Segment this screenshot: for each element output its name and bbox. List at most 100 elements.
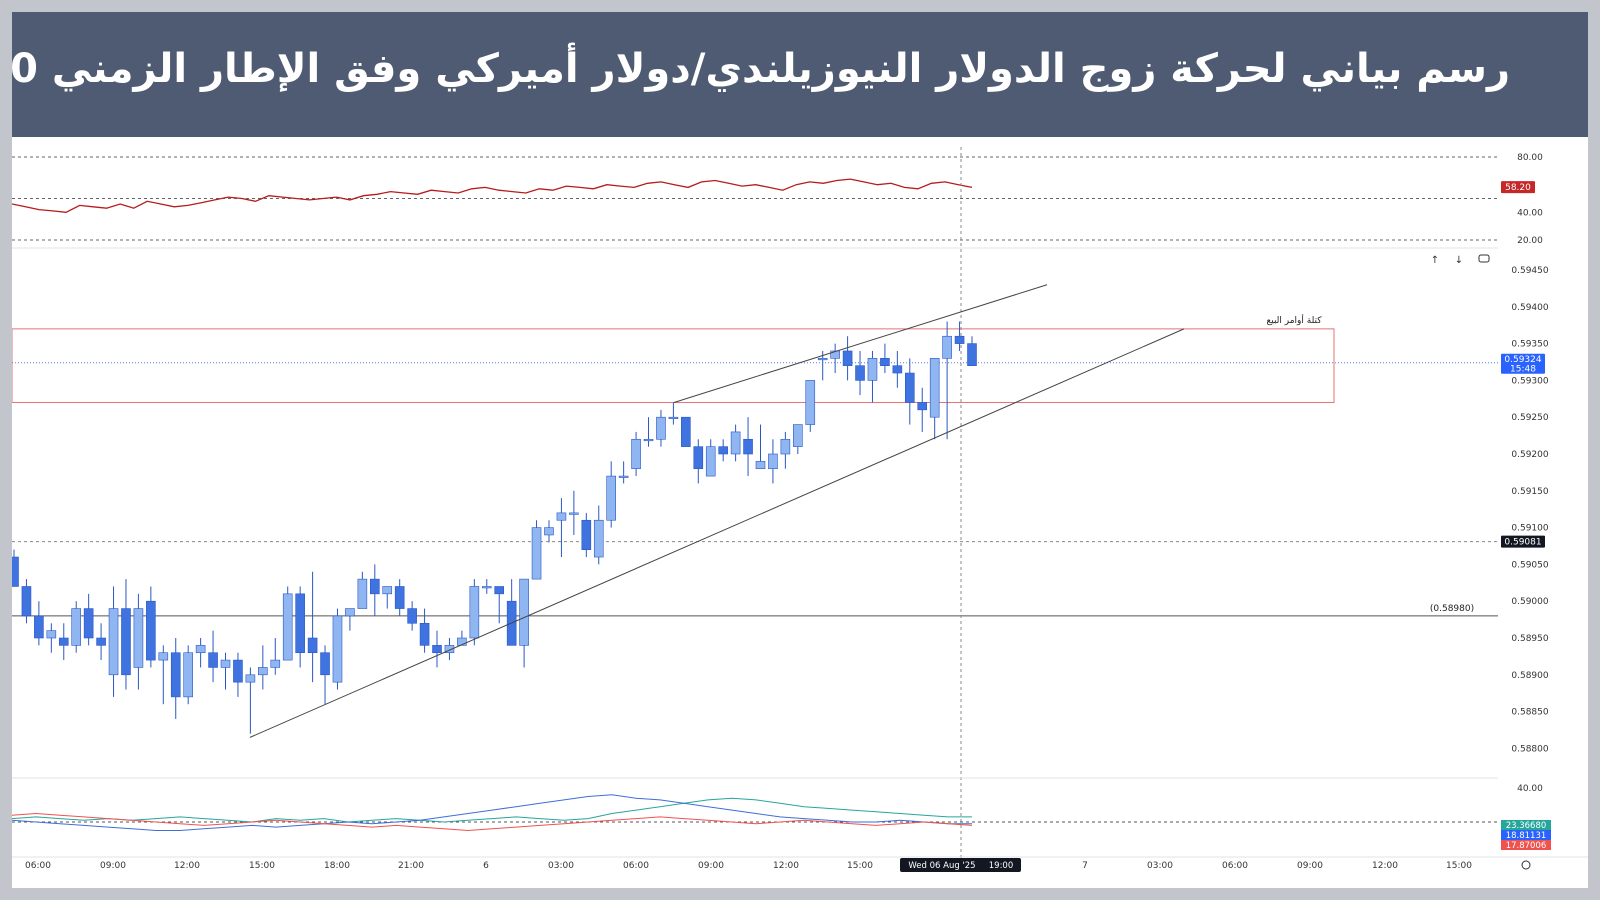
candle-body [382, 586, 393, 595]
candle-body [407, 608, 417, 624]
candle-body [817, 358, 828, 361]
candle-body [880, 358, 890, 366]
candle-body [681, 416, 691, 447]
time-tick-label: 15:00 [847, 861, 873, 871]
time-tick-label: 6 [483, 861, 489, 871]
time-tick-label: 09:00 [1297, 861, 1323, 871]
candle-body [183, 652, 193, 698]
candle-body [892, 365, 903, 374]
price-tick-label: 0.59250 [1511, 413, 1548, 423]
price-tick-label: 0.59450 [1511, 266, 1548, 276]
rsi-line [12, 178, 973, 213]
candle-body [258, 667, 268, 676]
title-bar: رسم بياني لحركة زوج الدولار النيوزيلندي/… [12, 12, 1588, 137]
candle-body [618, 475, 629, 478]
time-tick-label: 21:00 [398, 861, 424, 871]
dmi-tick-label: 40.00 [1517, 784, 1543, 794]
dmi-current-badge [1501, 830, 1551, 840]
dmi-current-label: 23.36680 [1506, 821, 1547, 831]
chart-canvas: 80.00 40.00 20.00 58.20 0.59450 0.59400 0.5935… [12, 147, 1588, 872]
candle-body [233, 659, 243, 683]
dmi-current-label: 18.81131 [1506, 831, 1547, 841]
candle-body [830, 350, 840, 359]
candle-body [419, 622, 430, 646]
time-tick-label: 12:00 [1372, 861, 1398, 871]
ascending-trendline-upper [673, 284, 1048, 403]
dmi-series-line [12, 797, 972, 823]
candle-body [544, 527, 554, 536]
candle-body [494, 586, 505, 595]
chart-frame: 80.00 40.00 20.00 58.20 0.59450 0.59400 0.5935… [12, 12, 1588, 888]
candle-body [917, 402, 928, 411]
candle-body [631, 438, 641, 470]
candle-body [531, 527, 542, 580]
candle-body [768, 453, 778, 470]
time-tick-label: 12:00 [174, 861, 200, 871]
candle-body [967, 343, 977, 366]
candle-body [954, 335, 965, 344]
candle-body [220, 659, 231, 668]
candle-body [12, 556, 19, 587]
crosshair-price-badge [1501, 535, 1545, 548]
candle-body [444, 645, 455, 654]
candle-body [481, 586, 492, 589]
rsi-tick-label: 20.00 [1517, 236, 1543, 246]
candle-body [320, 652, 330, 676]
candle-body [295, 593, 305, 654]
rsi-tick-label: 40.00 [1517, 208, 1543, 218]
ascending-trendline-lower [249, 328, 1185, 738]
time-tick-label: 03:00 [548, 861, 574, 871]
page-title: رسم بياني لحركة زوج الدولار النيوزيلندي/… [12, 46, 1510, 92]
candle-body [718, 446, 728, 455]
price-tick-label: 0.59350 [1511, 340, 1548, 350]
arrow-down-icon: ↓ [1455, 255, 1463, 266]
candle-body [96, 637, 106, 646]
time-tick-label: 15:00 [249, 861, 275, 871]
dmi-current-label: 17.87006 [1506, 841, 1547, 851]
candle-body [245, 674, 256, 683]
candle-body [929, 358, 940, 418]
price-tick-label: 0.59150 [1511, 487, 1548, 497]
candle-body [158, 652, 169, 661]
time-tick-label: 09:00 [100, 861, 126, 871]
price-tick-label: 0.59200 [1511, 450, 1548, 460]
candle-body [170, 652, 181, 698]
countdown-label: 15:48 [1510, 365, 1536, 375]
candle-body [606, 475, 616, 521]
candle-body [855, 365, 865, 381]
rsi-tick-label: 80.00 [1517, 153, 1543, 163]
eye-icon [1521, 860, 1531, 870]
candle-body [370, 578, 380, 595]
candle-body [46, 630, 57, 639]
candle-body [345, 608, 355, 617]
candle-body [656, 416, 666, 440]
arrow-up-icon: ↑ [1431, 255, 1439, 266]
time-tick-label: 7 [1082, 861, 1088, 871]
candle-body [693, 446, 704, 470]
candle-body [593, 519, 604, 558]
candle-body [108, 608, 119, 676]
candle-body [668, 416, 679, 420]
time-tick-label: 18:00 [324, 861, 350, 871]
rsi-current-badge [1501, 181, 1535, 194]
time-crosshair-label: Wed 06 Aug '25 [908, 861, 975, 871]
candle-body [270, 659, 281, 668]
candle-body [705, 446, 716, 477]
candle-body [133, 608, 144, 668]
candle-body [469, 586, 480, 639]
rsi-current-label: 58.20 [1505, 183, 1531, 193]
candle-body [730, 431, 741, 455]
candle-body [71, 608, 82, 646]
price-tick-label: 0.59050 [1511, 560, 1548, 570]
candle-body [755, 461, 766, 470]
crosshair-price-label: 0.59081 [1504, 538, 1541, 548]
candle-body [83, 608, 94, 639]
time-tick-label: 06:00 [1222, 861, 1248, 871]
last-price-label: 0.59324 [1504, 355, 1541, 365]
supply-zone-label: كتلة أوامر البيع [1266, 314, 1322, 326]
candle-body [307, 637, 318, 654]
supply-zone-box [12, 328, 1335, 403]
price-tick-label: 0.58850 [1511, 708, 1548, 718]
dmi-series-line [12, 812, 973, 832]
candle-body [793, 424, 803, 447]
